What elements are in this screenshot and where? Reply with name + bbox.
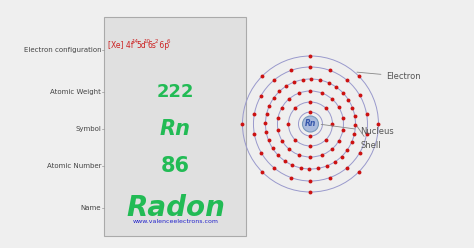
Text: Rn: Rn	[160, 119, 191, 139]
Text: Atomic Number: Atomic Number	[47, 163, 101, 169]
Text: 222: 222	[156, 83, 194, 101]
Text: Symbol: Symbol	[75, 126, 101, 132]
Text: 10: 10	[143, 39, 150, 44]
Text: 14: 14	[131, 39, 138, 44]
Text: Shell: Shell	[357, 126, 381, 151]
Text: Radon: Radon	[126, 194, 225, 222]
Text: [Xe] 4f: [Xe] 4f	[108, 41, 134, 50]
Text: Rn: Rn	[305, 120, 316, 128]
Text: Electron: Electron	[357, 72, 421, 81]
Text: Name: Name	[81, 205, 101, 211]
Text: 6: 6	[167, 39, 171, 44]
Text: 2: 2	[155, 39, 158, 44]
Circle shape	[302, 116, 319, 132]
Text: 86: 86	[161, 156, 190, 176]
Text: Electron configuration: Electron configuration	[24, 47, 101, 53]
Text: Nucleus: Nucleus	[321, 124, 394, 136]
Bar	[104, 17, 246, 236]
Text: 5d: 5d	[137, 41, 146, 50]
Text: Atomic Weight: Atomic Weight	[50, 89, 101, 95]
Text: 6p: 6p	[157, 41, 169, 50]
Text: 6s: 6s	[148, 41, 157, 50]
Text: www.valenceelectrons.com: www.valenceelectrons.com	[132, 219, 219, 224]
